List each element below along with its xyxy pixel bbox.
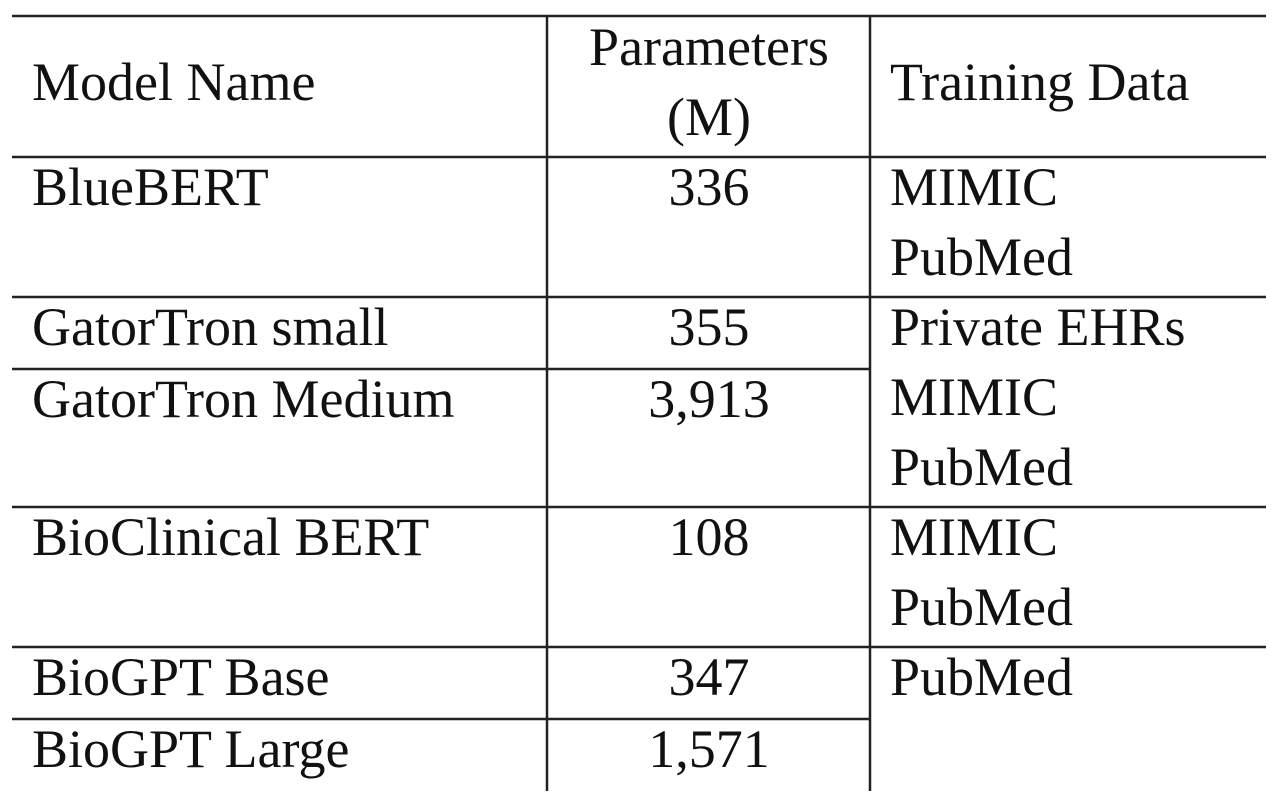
training-data: MIMIC: [890, 157, 1058, 217]
model-name: BioClinical BERT: [32, 507, 429, 567]
training-data: PubMed: [890, 577, 1073, 637]
training-data: PubMed: [890, 647, 1073, 707]
model-name: BioGPT Large: [32, 719, 350, 779]
model-name: GatorTron Medium: [32, 369, 455, 429]
header-cell: Training Data: [890, 52, 1190, 112]
parameters: 355: [669, 297, 750, 357]
parameters: 347: [669, 647, 750, 707]
model-name: GatorTron small: [32, 297, 389, 357]
model-name: BioGPT Base: [32, 647, 330, 707]
parameters: 108: [669, 507, 750, 567]
training-data: Private EHRs: [890, 297, 1185, 357]
parameters: 3,913: [648, 369, 770, 429]
parameters: 1,571: [648, 719, 770, 779]
training-data: MIMIC: [890, 507, 1058, 567]
parameters: 336: [669, 157, 750, 217]
training-data: PubMed: [890, 227, 1073, 287]
header-cell: Model Name: [32, 52, 315, 112]
model-name: BlueBERT: [32, 157, 269, 217]
header-cell: Parameters: [589, 17, 829, 77]
training-data: PubMed: [890, 437, 1073, 497]
training-data: MIMIC: [890, 367, 1058, 427]
header-cell: (M): [667, 87, 751, 147]
